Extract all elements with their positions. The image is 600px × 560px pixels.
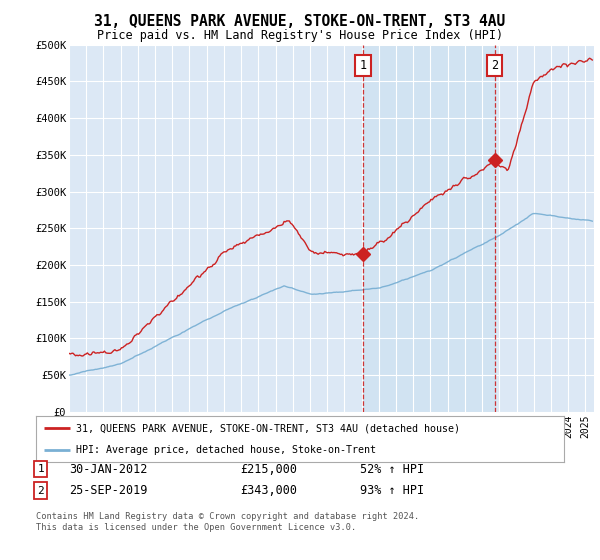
Text: 52% ↑ HPI: 52% ↑ HPI — [360, 463, 424, 476]
Text: 25-SEP-2019: 25-SEP-2019 — [69, 484, 148, 497]
Text: 1: 1 — [359, 59, 367, 72]
Text: 2: 2 — [37, 486, 44, 496]
Text: £215,000: £215,000 — [240, 463, 297, 476]
Text: 93% ↑ HPI: 93% ↑ HPI — [360, 484, 424, 497]
Text: 31, QUEENS PARK AVENUE, STOKE-ON-TRENT, ST3 4AU: 31, QUEENS PARK AVENUE, STOKE-ON-TRENT, … — [94, 14, 506, 29]
Text: HPI: Average price, detached house, Stoke-on-Trent: HPI: Average price, detached house, Stok… — [76, 445, 376, 455]
Text: 30-JAN-2012: 30-JAN-2012 — [69, 463, 148, 476]
Text: Contains HM Land Registry data © Crown copyright and database right 2024.
This d: Contains HM Land Registry data © Crown c… — [36, 512, 419, 532]
Text: £343,000: £343,000 — [240, 484, 297, 497]
Text: Price paid vs. HM Land Registry's House Price Index (HPI): Price paid vs. HM Land Registry's House … — [97, 29, 503, 42]
Text: 31, QUEENS PARK AVENUE, STOKE-ON-TRENT, ST3 4AU (detached house): 31, QUEENS PARK AVENUE, STOKE-ON-TRENT, … — [76, 423, 460, 433]
Text: 2: 2 — [491, 59, 498, 72]
Text: 1: 1 — [37, 464, 44, 474]
Bar — [363, 45, 494, 412]
